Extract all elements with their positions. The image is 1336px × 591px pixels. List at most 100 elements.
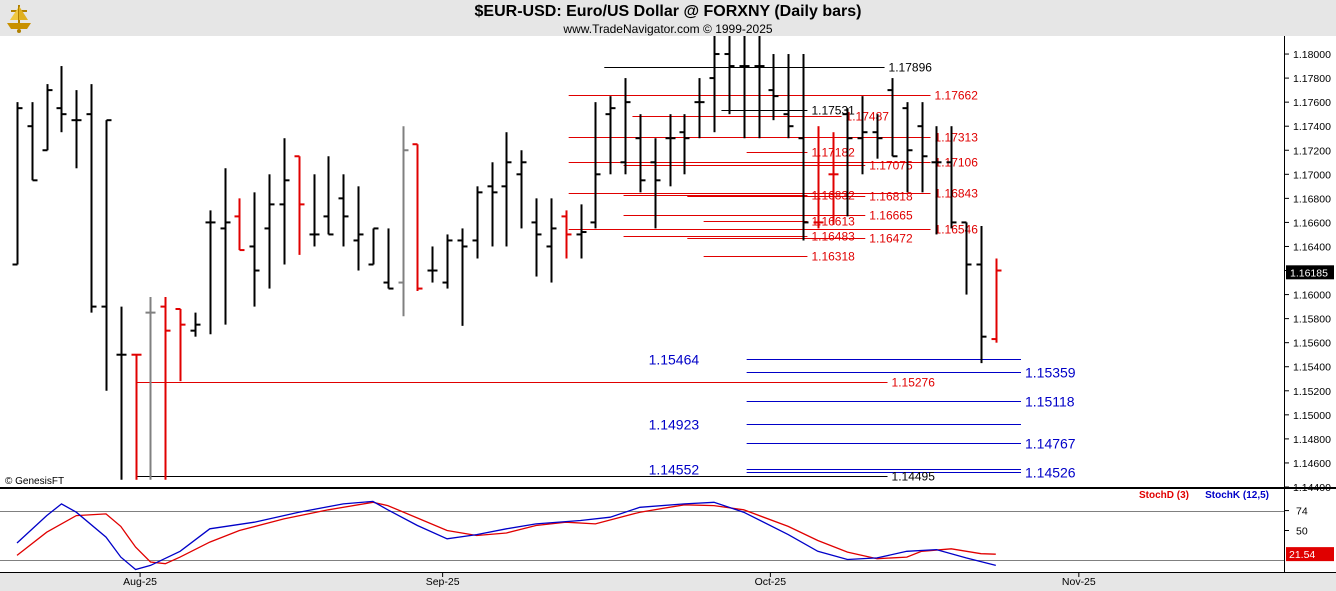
date-axis-background: [0, 572, 1336, 591]
ohlc-bar: [605, 96, 616, 175]
ohlc-bar: [205, 210, 216, 335]
legend-stoch-d: StochD (3): [1139, 490, 1189, 501]
level-label: 1.16546: [935, 223, 979, 237]
ohlc-bar: [12, 102, 23, 266]
level-label: 1.16818: [869, 190, 913, 204]
price-tick-label: 1.17000: [1293, 169, 1331, 181]
ohlc-bar: [412, 143, 423, 291]
price-tick-label: 1.14800: [1293, 434, 1331, 446]
ohlc-bar: [86, 84, 97, 313]
ohlc-bar: [694, 78, 705, 139]
level-label: 1.17487: [846, 110, 890, 124]
ohlc-bar: [739, 36, 750, 139]
ohlc-bar: [353, 186, 364, 271]
ohlc-bar: [234, 198, 245, 252]
ohlc-bar: [620, 78, 631, 175]
price-plot-background: [0, 36, 1284, 487]
price-tick-label: 1.14400: [1293, 482, 1331, 494]
level-label: 1.17106: [935, 156, 979, 170]
ohlc-bar: [946, 126, 957, 229]
ohlc-bar: [902, 102, 913, 193]
stoch-series-line: [16, 500, 996, 571]
ohlc-bar: [546, 198, 557, 283]
ohlc-bar: [42, 84, 53, 152]
ohlc-bar: [931, 126, 942, 235]
price-axis-background: [1284, 36, 1336, 572]
date-tick-label: Sep-25: [426, 576, 460, 588]
price-tick-label: 1.17800: [1293, 73, 1331, 85]
date-tick-label: Oct-25: [755, 576, 787, 588]
ohlc-bar: [991, 258, 1002, 343]
ohlc-bar: [442, 234, 453, 289]
bars-layer: [12, 36, 1002, 480]
ohlc-bar: [368, 227, 379, 266]
price-tick-label: 1.16000: [1293, 290, 1331, 302]
ohlc-bar: [828, 132, 839, 225]
ohlc-bar: [145, 296, 156, 480]
price-tick-label: 1.17400: [1293, 121, 1331, 133]
ohlc-bar: [754, 36, 765, 139]
ohlc-bar: [323, 156, 334, 236]
chart-subtitle: www.TradeNavigator.com © 1999-2025: [563, 22, 773, 36]
level-label: 1.15118: [1025, 394, 1075, 410]
price-tick-label: 1.16600: [1293, 217, 1331, 229]
last-stoch-flag: [1286, 547, 1334, 562]
ohlc-bar: [665, 114, 676, 187]
ohlc-bar: [679, 114, 690, 175]
ohlc-bar: [398, 126, 409, 317]
chart-header: $EUR-USD: Euro/US Dollar @ FORXNY (Daily…: [0, 0, 1336, 36]
stochastic-pane: 74 50 21.54: [0, 500, 1334, 571]
ohlc-bar: [961, 221, 972, 295]
ohlc-bar: [160, 296, 171, 480]
ohlc-bar: [887, 78, 898, 158]
ohlc-bar: [294, 155, 305, 255]
ohlc-bar: [472, 186, 483, 259]
ohlc-bar: [798, 54, 809, 241]
ohlc-bar: [131, 353, 142, 480]
level-label: 1.14552: [649, 462, 700, 478]
ship-logo-icon: [7, 5, 31, 33]
ohlc-bar: [857, 96, 868, 175]
legend-stoch-k: StochK (12,5): [1205, 490, 1269, 501]
ohlc-bar: [501, 132, 512, 247]
last-price-label: 1.16185: [1290, 267, 1328, 279]
stoch-tick-label: 74: [1296, 506, 1308, 518]
price-tick-label: 1.16800: [1293, 193, 1331, 205]
genesis-copyright: © GenesisFT: [5, 476, 64, 487]
level-label: 1.16318: [811, 250, 855, 264]
ohlc-bar: [561, 210, 572, 259]
ohlc-bar: [27, 102, 38, 182]
level-label: 1.17313: [935, 131, 979, 145]
ohlc-bar: [427, 246, 438, 283]
last-stoch-label: 21.54: [1289, 549, 1315, 561]
ohlc-bar: [813, 126, 824, 229]
ohlc-bar: [724, 36, 735, 115]
level-label: 1.17896: [889, 61, 933, 75]
date-axis: Aug-25 Sep-25 Oct-25 Nov-25: [123, 572, 1096, 588]
stoch-tick-label: 50: [1296, 526, 1308, 538]
ohlc-bar: [842, 108, 853, 217]
price-tick-label: 1.17200: [1293, 145, 1331, 157]
ohlc-bar: [457, 228, 468, 326]
price-tick-label: 1.15000: [1293, 410, 1331, 422]
ohlc-bar: [309, 174, 320, 247]
price-tick-label: 1.15800: [1293, 314, 1331, 326]
ohlc-bar: [590, 102, 601, 229]
price-tick-label: 1.18000: [1293, 49, 1331, 61]
level-label: 1.14526: [1025, 465, 1076, 481]
last-price-flag: [1286, 265, 1334, 280]
level-label: 1.14923: [649, 417, 700, 433]
price-tick-label: 1.15600: [1293, 338, 1331, 350]
ohlc-bar: [576, 204, 587, 259]
date-tick-label: Nov-25: [1062, 576, 1096, 588]
ohlc-bar: [917, 102, 928, 193]
ohlc-bar: [531, 198, 542, 277]
ohlc-bar: [383, 228, 394, 290]
level-label: 1.14495: [892, 470, 936, 484]
level-label: 1.16472: [869, 232, 913, 246]
price-tick-label: 1.17600: [1293, 97, 1331, 109]
ohlc-bar: [783, 54, 794, 139]
chart-title: $EUR-USD: Euro/US Dollar @ FORXNY (Daily…: [474, 3, 862, 20]
ohlc-bar: [338, 174, 349, 247]
